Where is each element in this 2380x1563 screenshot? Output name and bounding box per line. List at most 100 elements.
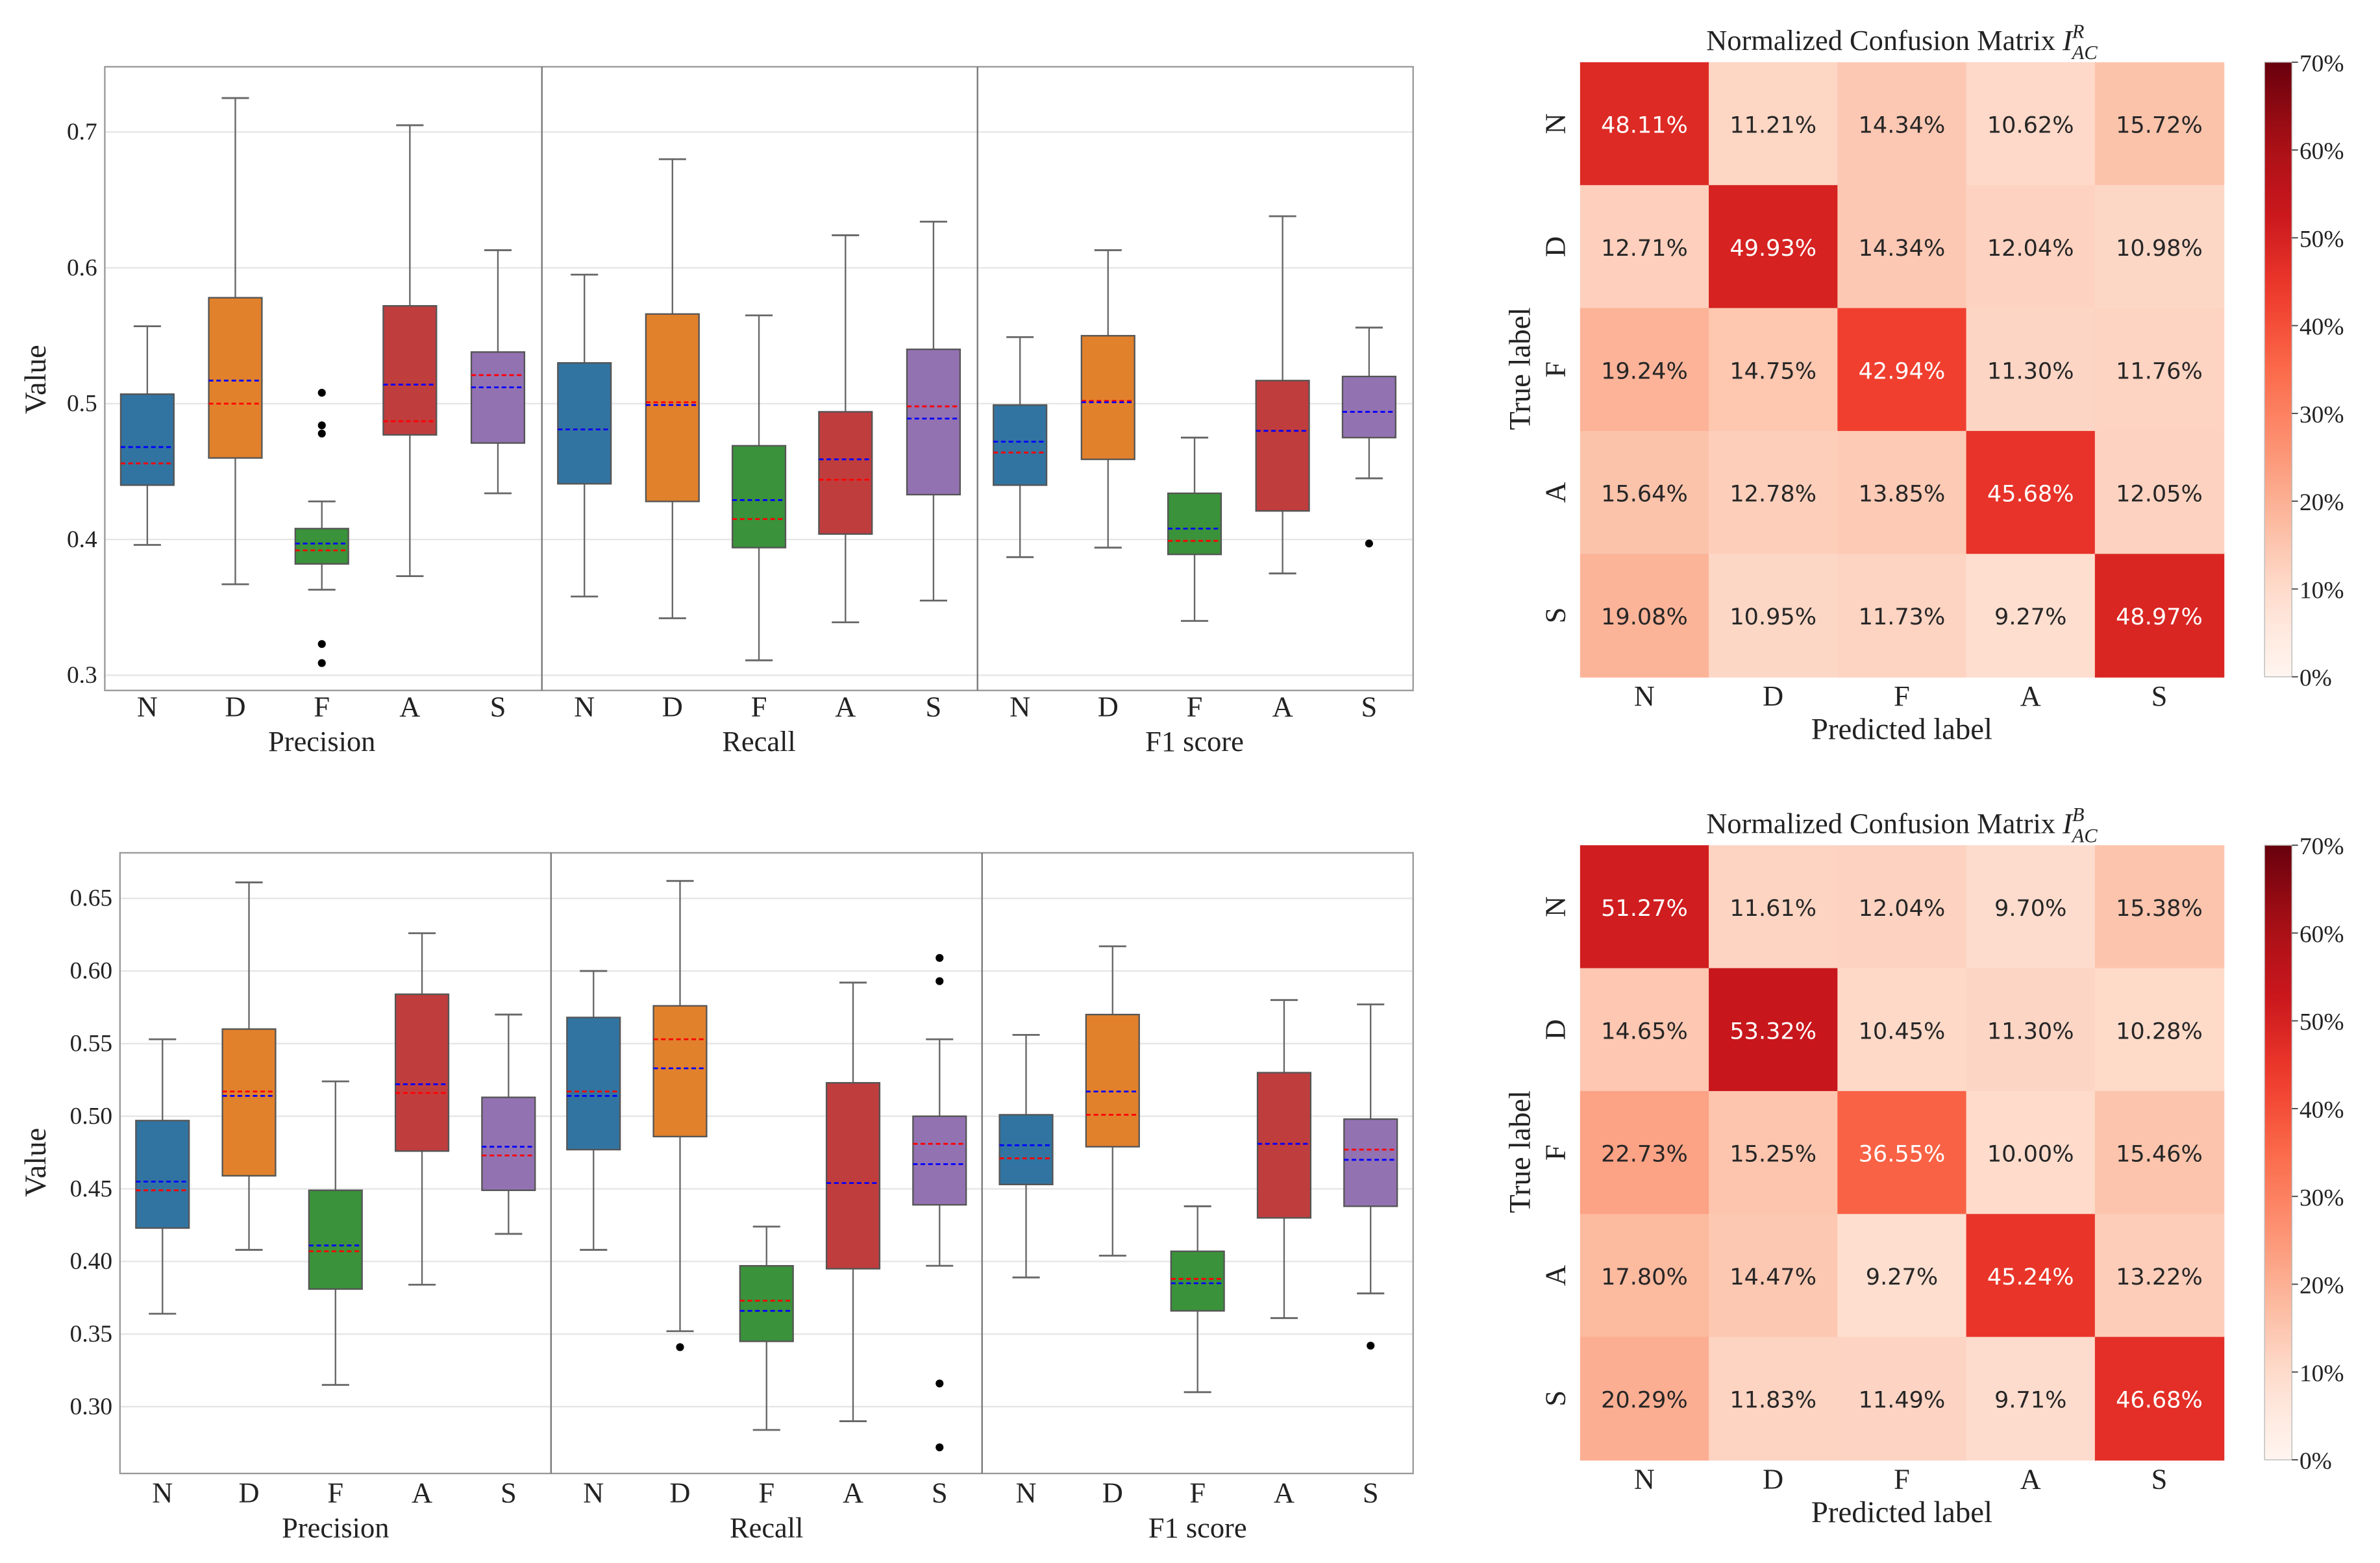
row-label: D [1539,236,1571,257]
cell-value: 45.24% [1987,1264,2074,1290]
outlier-point [1367,1342,1375,1350]
heatmap-cell [1966,1090,2096,1215]
outlier-point [936,1443,944,1451]
colorbar-tick-label: 20% [2299,1273,2344,1299]
heatmap-cell [2094,308,2225,432]
box-plot-1: 0.3 0.4 0.5 0.6 0.7 Value Precision N D F A S Recall… [19,66,1414,757]
row-label: F [1539,1144,1571,1161]
cell-value: 10.62% [1987,112,2074,139]
box-precision-D [221,881,277,1251]
cell-value: 51.27% [1601,895,1688,922]
x-tick-label: A [1272,690,1293,722]
box-f1-score-A [1256,999,1312,1320]
box-body [566,1016,621,1151]
x-tick-label: A [1274,1476,1295,1508]
plot-frame [104,66,1414,691]
column-label: S [2151,680,2168,712]
heatmap-cell [1580,554,1710,678]
box-body [382,305,438,436]
colorbar-tick-label: 0% [2299,1448,2332,1475]
box-body [825,1082,881,1270]
confusion-matrix-1: Normalized Confusion Matrix IR AC 48.11% 11… [1504,20,2344,746]
box-body [993,404,1048,486]
box-f1-score-N [993,336,1048,558]
heatmap-cell [2094,430,2225,555]
y-tick-label: 0.3 [67,662,97,689]
heatmap-cell [1966,308,2096,432]
group-label: Recall [730,1511,803,1544]
box-recall-N [566,970,621,1251]
heatmap-cell [2094,1214,2225,1338]
column-label: N [1634,680,1655,712]
cell-value: 10.95% [1729,604,1816,630]
colorbar-tick-label: 50% [2299,1009,2344,1036]
cell-value: 14.65% [1601,1018,1688,1044]
heatmap-cell [1837,968,1967,1092]
box-recall-D [645,158,700,619]
box-body [135,1120,190,1229]
cell-value: 15.38% [2116,895,2203,922]
cell-value: 17.80% [1601,1264,1688,1290]
x-tick-label: D [1102,1476,1123,1508]
x-tick-label: D [238,1476,259,1508]
colorbar-tick-label: 70% [2299,833,2344,860]
y-tick-label: 0.50 [70,1103,112,1129]
cell-value: 15.46% [2116,1141,2203,1168]
colorbar-tick-label: 20% [2299,489,2344,516]
x-tick-label: S [1363,1476,1379,1508]
cell-value: 20.29% [1601,1386,1688,1413]
title-text: Normalized Confusion Matrix [1706,807,2063,839]
box-f1-score-S [1343,1003,1398,1350]
y-tick-label: 0.60 [70,958,112,985]
y-axis-label: Value [19,1128,53,1197]
colorbar-tick-label: 40% [2299,314,2344,341]
box-f1-score-S [1341,326,1396,548]
column-label: A [2020,1462,2041,1495]
cell-value: 36.55% [1859,1141,1946,1168]
box-f1-score-D [1085,945,1140,1257]
cell-value: 11.76% [2116,358,2203,384]
cell-value: 49.93% [1729,235,1816,262]
x-axis-label: Predicted label [1811,1495,1992,1529]
x-tick-label: F [327,1476,343,1508]
box-body [1085,1013,1140,1148]
box-body [119,393,175,486]
box-body [912,1115,967,1206]
cell-value: 15.25% [1729,1141,1816,1168]
cell-value: 15.64% [1601,481,1688,508]
box-body [1170,1250,1225,1312]
cell-value: 48.11% [1601,112,1688,139]
cell-value: 10.00% [1987,1141,2074,1168]
cell-value: 11.30% [1987,1018,2074,1044]
heatmap-cell [1580,430,1710,555]
cell-value: 11.73% [1859,604,1946,630]
heatmap-cell [1580,1214,1710,1338]
cell-value: 12.78% [1729,481,1816,508]
heatmap-cell [1966,1336,2096,1461]
cell-value: 10.28% [2116,1018,2203,1044]
heatmap-cell [2094,968,2225,1092]
cell-value: 11.30% [1987,358,2074,384]
column-label: S [2151,1462,2168,1495]
box-recall-F [739,1225,794,1431]
confusion-matrix-2: Normalized Confusion Matrix IB AC 51.27% 11… [1504,804,2344,1529]
outlier-point [936,977,944,985]
heatmap-cell [1580,308,1710,432]
heatmap-cell [1966,62,2096,186]
box-recall-S [912,954,967,1451]
outlier-point [1365,539,1373,548]
cell-value: 14.34% [1859,235,1946,262]
column-label: D [1763,1462,1783,1495]
row-label: S [1539,608,1571,624]
colorbar-tick-label: 10% [2299,1360,2344,1387]
cell-value: 14.47% [1729,1264,1816,1290]
box-precision-F [308,1080,363,1386]
heatmap-cell [2094,1336,2225,1461]
heatmap-cell [1837,62,1967,186]
cell-value: 12.71% [1601,235,1688,262]
cell-value: 48.97% [2116,604,2203,630]
heatmap-cell [1966,968,2096,1092]
x-tick-label: S [1361,690,1378,722]
x-tick-label: S [490,690,506,722]
heatmap-cell [2094,62,2225,186]
